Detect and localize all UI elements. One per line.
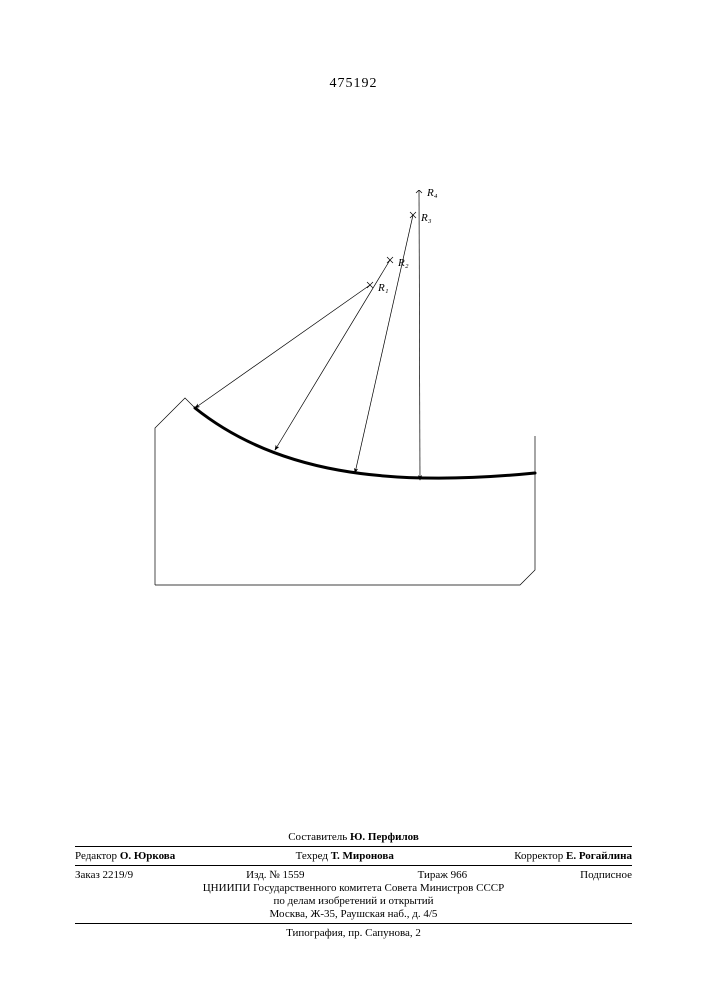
radius-label: R₂ [398, 257, 409, 269]
compiler-name: Ю. Перфилов [350, 831, 419, 843]
techred: Техред Т. Миронова [296, 850, 394, 862]
print-line: Заказ 2219/9 Изд. № 1559 Тираж 966 Подпи… [75, 869, 632, 881]
radius-label: R₁ [378, 282, 389, 294]
patent-number: 475192 [0, 76, 707, 92]
divider [75, 923, 632, 924]
corrector: Корректор Е. Рогайлина [514, 850, 632, 862]
divider [75, 846, 632, 847]
editor: Редактор О. Юркова [75, 850, 175, 862]
diagram-svg [135, 190, 575, 610]
typography: Типография, пр. Сапунова, 2 [75, 927, 632, 939]
org-line3: Москва, Ж-35, Раушская наб., д. 4/5 [75, 908, 632, 920]
org-line1: ЦНИИПИ Государственного комитета Совета … [75, 882, 632, 894]
radius-label: R₃ [421, 212, 432, 224]
credits-line: Редактор О. Юркова Техред Т. Миронова Ко… [75, 850, 632, 862]
izd: Изд. № 1559 [246, 869, 304, 881]
compiler-prefix: Составитель [288, 831, 347, 843]
order: Заказ 2219/9 [75, 869, 133, 881]
footer-block: Составитель Ю. Перфилов Редактор О. Юрко… [75, 830, 632, 940]
page: 475192 R₄ R₃ R₂ R₁ Составитель Ю. Перфилов … [0, 0, 707, 1000]
radius-label: R₄ [427, 187, 438, 199]
podpisnoe: Подписное [580, 869, 632, 881]
tirazh: Тираж 966 [418, 869, 468, 881]
org-line2: по делам изобретений и открытий [75, 895, 632, 907]
figure-diagram: R₄ R₃ R₂ R₁ [135, 190, 575, 610]
divider [75, 865, 632, 866]
compiler-line: Составитель Ю. Перфилов [75, 831, 632, 843]
